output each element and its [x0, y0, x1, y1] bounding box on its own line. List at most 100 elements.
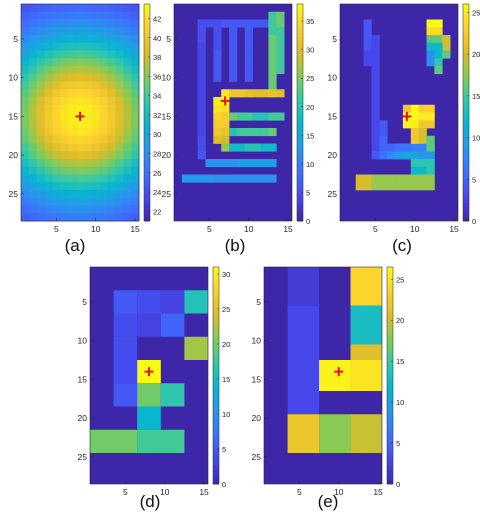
heatmap-cell: [52, 81, 61, 90]
heatmap-cell: [363, 182, 372, 191]
heatmap-cell: [244, 66, 254, 75]
heatmap-cell: [410, 135, 420, 144]
heatmap-block: [350, 360, 382, 391]
source-marker: [402, 111, 412, 121]
heatmap-cell: [99, 128, 108, 137]
colorbar-segment: [213, 346, 219, 351]
colorbar-segment: [144, 217, 150, 222]
heatmap-cell: [83, 97, 93, 106]
heatmap-cell: [52, 11, 61, 20]
heatmap-cell: [21, 159, 30, 168]
heatmap-cell: [91, 213, 101, 222]
heatmap-cell: [276, 89, 285, 98]
heatmap-cell: [36, 151, 45, 160]
heatmap-cell: [131, 166, 140, 175]
heatmap-cell: [107, 197, 116, 206]
colorbar-segment: [387, 404, 393, 409]
heatmap-cell: [229, 19, 238, 28]
heatmap-cell: [21, 205, 30, 214]
colorbar-segment: [463, 137, 469, 142]
colorbar-segment: [387, 295, 393, 300]
heatmap-cell: [229, 27, 238, 36]
colorbar-tick-label: 24: [153, 188, 161, 197]
colorbar-tick-label: 34: [153, 92, 161, 101]
heatmap-cell: [44, 205, 53, 214]
colorbar-segment: [213, 444, 219, 449]
colorbar-segment: [213, 270, 219, 275]
heatmap-cell: [68, 135, 77, 144]
heatmap-cell: [123, 112, 132, 121]
heatmap-cell: [236, 112, 246, 121]
colorbar-segment: [144, 29, 150, 34]
colorbar-segment: [297, 184, 303, 189]
colorbar-segment: [387, 386, 393, 391]
heatmap-cell: [52, 27, 61, 36]
heatmap-cell: [44, 213, 53, 222]
colorbar-segment: [463, 87, 469, 92]
colorbar-segment: [144, 79, 150, 84]
heatmap-cell: [99, 89, 108, 98]
heatmap-cell: [76, 97, 85, 106]
heatmap-cell: [115, 35, 124, 44]
colorbar-tick-label: 20: [396, 316, 404, 325]
heatmap-cell: [115, 4, 124, 13]
heatmap-cell: [83, 197, 93, 206]
colorbar-segment: [387, 418, 393, 423]
heatmap-cell: [36, 58, 45, 67]
heatmap-cell: [91, 190, 101, 199]
heatmap-cell: [131, 159, 140, 168]
colorbar-tick-label: 25: [472, 8, 480, 17]
heatmap-cell: [418, 174, 427, 183]
heatmap-cell: [131, 97, 140, 106]
heatmap-cell: [418, 104, 427, 113]
colorbar-segment: [463, 123, 469, 128]
colorbar-segment: [297, 36, 303, 41]
heatmap-cell: [21, 135, 30, 144]
heatmap-cell: [115, 112, 124, 121]
colorbar-segment: [387, 480, 393, 485]
colorbar-segment: [387, 306, 393, 311]
colorbar-segment: [387, 335, 393, 340]
panel-caption-a: (a): [64, 236, 86, 255]
colorbar-segment: [463, 202, 469, 207]
heatmap-cell: [76, 159, 85, 168]
heatmap-cell: [28, 197, 38, 206]
colorbar-segment: [387, 346, 393, 351]
heatmap-cell: [68, 166, 77, 175]
colorbar-segment: [213, 480, 219, 485]
heatmap-cell: [371, 174, 380, 183]
colorbar-segment: [463, 105, 469, 110]
colorbar-segment: [463, 79, 469, 84]
heatmap-cell: [21, 66, 30, 75]
heatmap-cell: [36, 128, 45, 137]
colorbar-segment: [213, 458, 219, 463]
heatmap-cell: [68, 174, 77, 183]
heatmap-cell: [91, 135, 101, 144]
heatmap-cell: [107, 120, 116, 129]
heatmap-cell: [52, 35, 61, 44]
heatmap-cell: [60, 159, 69, 168]
heatmap-cell: [28, 27, 38, 36]
colorbar: 0 5 10 15 20 25 30 35: [296, 3, 314, 226]
heatmap-cell: [76, 89, 85, 98]
colorbar-segment: [297, 14, 303, 19]
heatmap-cell: [28, 58, 38, 67]
colorbar-segment: [297, 72, 303, 77]
heatmap-cell: [44, 174, 53, 183]
heatmap-cell: [52, 174, 61, 183]
colorbar-segment: [387, 451, 393, 456]
panel-caption-d: (d): [139, 492, 161, 511]
heatmap-cell: [83, 190, 93, 199]
heatmap-cell: [229, 143, 238, 152]
colorbar-segment: [297, 76, 303, 81]
heatmap-cell: [28, 213, 38, 222]
heatmap-cell: [244, 143, 254, 152]
colorbar-segment: [144, 159, 150, 164]
heatmap-cell: [107, 4, 116, 13]
heatmap-block: [287, 344, 320, 376]
heatmap-cell: [60, 143, 69, 152]
heatmap-cell: [213, 42, 222, 51]
colorbar-segment: [213, 292, 219, 297]
colorbar-segment: [144, 148, 150, 153]
heatmap-cell: [91, 151, 101, 160]
